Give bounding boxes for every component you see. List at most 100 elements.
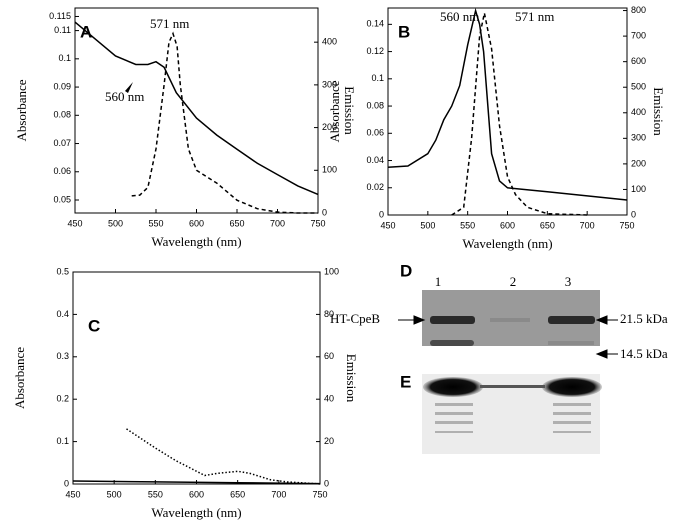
- y-axis-label: Absorbance: [14, 79, 29, 141]
- arrow: [595, 315, 618, 325]
- data-line: [74, 21, 319, 196]
- gel-band: [490, 318, 530, 322]
- y2-tick-label: 300: [322, 79, 337, 89]
- x-tick-label: 700: [271, 489, 286, 499]
- y2-tick-label: 200: [631, 158, 646, 168]
- gel-band: [548, 341, 594, 345]
- y-tick-label: 0.14: [366, 19, 384, 29]
- y-tick-label: 0.07: [53, 138, 71, 148]
- x-tick-label: 650: [540, 220, 555, 230]
- y-tick-label: 0.115: [49, 11, 71, 21]
- band-label: HT-CpeB: [330, 311, 380, 326]
- x-axis-label: Wavelength (nm): [462, 236, 552, 251]
- gel-band: [548, 316, 595, 324]
- panel-label: E: [400, 372, 411, 391]
- x-tick-label: 650: [230, 489, 245, 499]
- lane-label: 2: [510, 274, 517, 289]
- x-tick-label: 700: [580, 220, 595, 230]
- y-tick-label: 0.5: [56, 266, 69, 276]
- y-tick-label: 0.4: [56, 309, 69, 319]
- x-tick-label: 600: [189, 489, 204, 499]
- y2-axis-label: Emission: [342, 86, 357, 135]
- y-tick-label: 0: [379, 209, 384, 219]
- marker-label: 14.5 kDa: [620, 346, 668, 361]
- y2-tick-label: 40: [324, 394, 334, 404]
- y2-tick-label: 0: [631, 209, 636, 219]
- y-tick-label: 0.11: [54, 25, 71, 35]
- gel-band: [430, 340, 474, 346]
- y2-tick-label: 300: [631, 133, 646, 143]
- y-tick-label: 0.06: [53, 166, 71, 176]
- y-axis-label: Absorbance: [327, 80, 342, 142]
- y2-tick-label: 200: [322, 122, 337, 132]
- annotation: 571 nm: [515, 9, 554, 24]
- gel-band: [430, 316, 475, 324]
- x-tick-label: 600: [189, 218, 204, 228]
- x-tick-label: 700: [270, 218, 285, 228]
- x-tick-label: 500: [108, 218, 123, 228]
- y-tick-label: 0.04: [366, 155, 384, 165]
- data-line: [72, 480, 321, 485]
- x-tick-label: 450: [380, 220, 395, 230]
- y2-tick-label: 700: [631, 30, 646, 40]
- y-tick-label: 0.2: [56, 394, 69, 404]
- y-tick-label: 0.1: [371, 73, 384, 83]
- y2-tick-label: 100: [324, 266, 339, 276]
- y2-tick-label: 80: [324, 309, 334, 319]
- x-axis-label: Wavelength (nm): [151, 505, 241, 520]
- gel-band: [423, 377, 483, 397]
- panel-label: B: [398, 22, 410, 41]
- x-tick-label: 550: [148, 489, 163, 499]
- data-line: [387, 7, 628, 201]
- y2-axis-label: Emission: [344, 354, 359, 403]
- y2-tick-label: 20: [324, 436, 334, 446]
- x-tick-label: 500: [107, 489, 122, 499]
- x-axis-label: Wavelength (nm): [151, 234, 241, 249]
- y-tick-label: 0.08: [366, 100, 384, 110]
- annotation-arrow: [125, 82, 133, 93]
- x-tick-label: 750: [310, 218, 325, 228]
- plot-frame: [72, 271, 321, 485]
- y2-tick-label: 400: [631, 107, 646, 117]
- y-tick-label: 0: [64, 478, 69, 488]
- y-tick-label: 0.3: [56, 351, 69, 361]
- annotation: 560 nm: [105, 89, 144, 104]
- y2-axis-label: Emission: [651, 87, 666, 136]
- y-tick-label: 0.12: [366, 46, 384, 56]
- annotation: 560 nm: [440, 9, 479, 24]
- y-tick-label: 0.02: [366, 182, 384, 192]
- x-tick-label: 600: [500, 220, 515, 230]
- y-tick-label: 0.1: [56, 436, 69, 446]
- marker-label: 21.5 kDa: [620, 311, 668, 326]
- y2-tick-label: 800: [631, 5, 646, 15]
- x-tick-label: 750: [312, 489, 327, 499]
- panel-label: C: [88, 316, 100, 335]
- x-tick-label: 450: [65, 489, 80, 499]
- gel-band: [480, 385, 545, 388]
- y2-tick-label: 0: [324, 478, 329, 488]
- y2-tick-label: 100: [322, 165, 337, 175]
- x-tick-label: 650: [229, 218, 244, 228]
- data-line: [131, 31, 318, 214]
- arrow: [595, 349, 618, 359]
- y2-tick-label: 100: [631, 184, 646, 194]
- gel-faint-bands: [435, 403, 591, 433]
- plot-frame: [387, 7, 628, 216]
- x-tick-label: 450: [67, 218, 82, 228]
- y-axis-label: Absorbance: [12, 347, 27, 409]
- plot-frame: [74, 7, 319, 214]
- lane-label: 1: [435, 274, 442, 289]
- x-tick-label: 550: [148, 218, 163, 228]
- y2-tick-label: 600: [631, 56, 646, 66]
- annotation: 571 nm: [150, 16, 189, 31]
- arrow: [398, 315, 426, 325]
- y-tick-label: 0.1: [58, 53, 71, 63]
- x-tick-label: 750: [619, 220, 634, 230]
- y-tick-label: 0.06: [366, 128, 384, 138]
- y2-tick-label: 400: [322, 37, 337, 47]
- data-line: [451, 12, 588, 216]
- panel-label: D: [400, 261, 412, 280]
- x-tick-label: 500: [420, 220, 435, 230]
